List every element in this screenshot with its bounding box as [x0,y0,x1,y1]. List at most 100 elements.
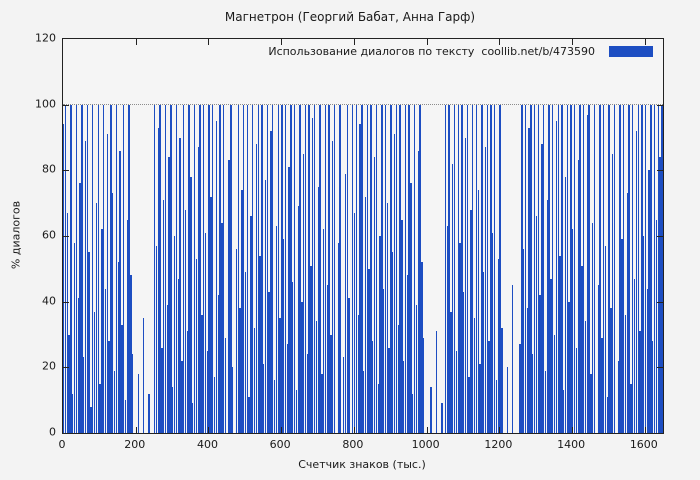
bar [268,291,270,433]
bar [528,127,530,433]
y-tick-label: 0 [49,425,56,439]
x-tick-labels: 0 200 400 600 800 1000 1200 1400 1600 [59,438,662,452]
bar [99,383,101,433]
bar [450,311,452,433]
bar [352,104,354,433]
bar [570,104,572,433]
bar [333,104,336,433]
bar [364,196,367,433]
x-tick-label: 600 [269,438,291,451]
bar [257,104,259,433]
bar [326,285,329,433]
bar [648,170,650,433]
bar [637,104,639,433]
bar [659,157,661,433]
bar [92,104,94,433]
bar [448,104,450,433]
bar [161,347,163,433]
bar [83,357,85,433]
bar [284,104,287,433]
bar [228,160,230,433]
bar [315,321,318,433]
bar [366,104,369,433]
bar [650,104,652,433]
bar [239,308,241,433]
bar [166,304,169,433]
bar [581,265,583,433]
bar [490,104,492,433]
bar [93,311,96,433]
bar [626,193,629,433]
bar [68,334,70,433]
bar [484,147,487,433]
bar [66,213,69,433]
bar [653,104,656,433]
bar [213,377,216,433]
bar [248,396,250,433]
bar [590,373,592,433]
bar [597,285,599,433]
bar [288,167,290,433]
bar [633,278,636,433]
bar [546,199,549,433]
bar [404,104,407,433]
bar [275,226,278,433]
tick-mark [644,39,646,45]
bar [77,298,79,433]
bar [612,153,614,433]
bar [79,183,81,433]
bar [64,104,67,433]
bar [632,104,634,433]
bar [479,364,481,433]
bar [452,163,454,433]
bar [459,242,461,433]
bar [388,347,390,433]
bar [103,104,105,433]
chart-title: Магнетрон (Георгий Бабат, Анна Гарф) [224,10,476,24]
tick-mark [657,170,663,172]
bar [292,281,294,433]
bar [299,104,301,433]
bar [344,173,347,433]
bar [468,377,470,433]
bar [163,199,165,433]
tick-mark [572,427,574,433]
bar [473,318,476,433]
bar [312,117,314,433]
bar [386,203,389,433]
bar [361,104,363,433]
bar [643,236,645,433]
bar [466,104,469,433]
bar [621,239,623,433]
bar [179,137,181,433]
bar [583,104,585,433]
x-tick-label: 1200 [484,438,513,451]
bar [95,203,98,433]
bar [272,104,274,433]
bar [588,104,590,433]
bar [519,344,521,433]
bar [523,249,525,433]
bar [143,318,145,433]
bar [606,396,609,433]
bar [172,387,174,433]
bar [592,222,594,433]
bar [75,104,78,433]
bar [253,327,256,433]
bar [208,104,210,433]
tick-mark [426,427,428,433]
bar [488,341,490,433]
bar [132,354,134,433]
bar [453,104,456,433]
bar [188,104,190,433]
bar [84,140,87,433]
x-tick-label: 1600 [629,438,658,451]
y-tick-label: 20 [42,359,56,373]
bar [221,222,223,433]
bar [306,354,309,433]
bar [295,390,298,433]
bar [230,104,232,433]
tick-mark [657,367,663,369]
tick-mark [426,39,428,45]
